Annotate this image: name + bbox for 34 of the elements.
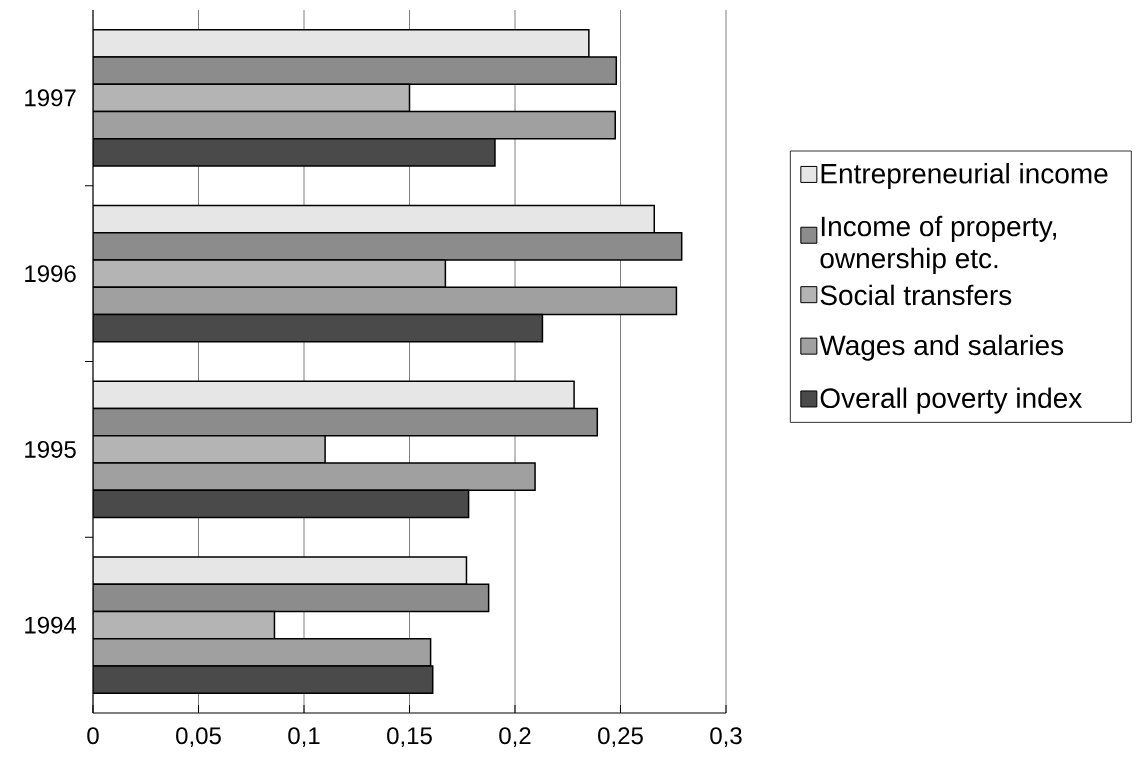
bar [93,83,411,113]
bar [93,286,678,316]
bar [93,259,447,288]
bar [93,489,470,519]
bar [93,204,656,234]
bar [93,29,590,58]
bar [93,380,575,410]
y-tick-label: 1995 [25,440,76,458]
legend-label: Entrepreneurial income [821,162,1108,190]
bar [93,137,496,167]
x-tick-label: 0,05 [176,727,221,748]
legend-label: Social transfers [820,284,1012,306]
x-tick-label: 0,1 [288,727,320,748]
legend-label: Overall poverty index [820,387,1082,414]
bar [93,638,432,667]
x-tick-label: 0,25 [598,727,643,748]
x-tick-label: 0 [87,727,99,745]
y-tick-label: 1997 [25,89,76,107]
bar [93,232,683,261]
y-tick-label: 1994 [25,616,77,634]
bar [93,610,276,640]
x-tick-label: 0,15 [387,727,432,748]
bar [93,313,544,343]
bar [93,407,599,437]
bar [93,110,616,140]
legend-label: Income of property, ownership etc. [820,215,1056,274]
bar [93,665,434,694]
bar [93,556,468,586]
y-tick-label: 1996 [25,265,76,283]
x-tick-label: 0,3 [710,727,742,748]
bar [93,435,326,464]
bar [93,462,536,491]
legend-label: Wages and salaries [819,334,1064,361]
x-tick-label: 0,2 [499,727,531,748]
